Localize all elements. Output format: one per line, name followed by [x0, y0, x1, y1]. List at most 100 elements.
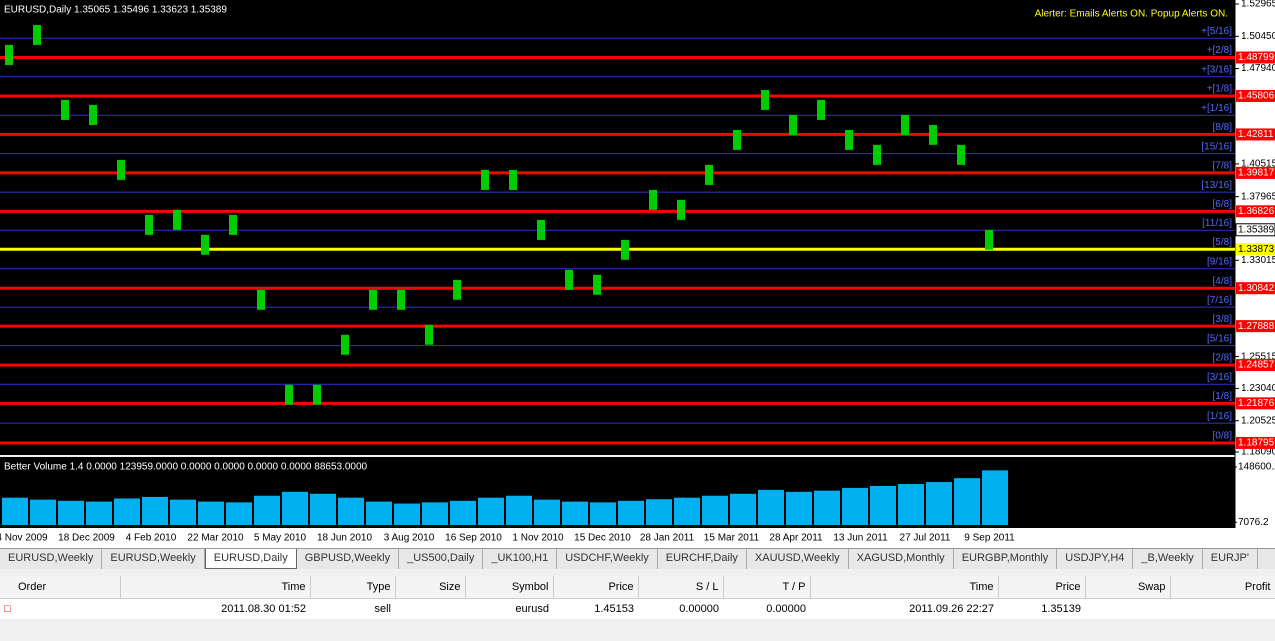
tab[interactable]: USDJPY,H4 — [1057, 549, 1134, 569]
tab[interactable]: _B,Weekly — [1133, 549, 1203, 569]
volume-bar — [282, 491, 308, 525]
volume-bar — [226, 502, 252, 525]
price-tick-label: 1.50450 — [1241, 31, 1275, 42]
tab[interactable]: _UK100,H1 — [483, 549, 558, 569]
tab[interactable]: USDCHF,Weekly — [557, 549, 658, 569]
level-label: +[2/8] — [1207, 45, 1233, 56]
alert-status: Alerter: Emails Alerts ON. Popup Alerts … — [1035, 9, 1228, 20]
column-header[interactable]: Time — [810, 576, 999, 599]
volume-bar — [898, 484, 924, 525]
volume-bar — [674, 497, 700, 525]
volume-bar — [58, 500, 84, 525]
price-box — [1236, 51, 1275, 64]
level-price: 1.33873 — [1238, 244, 1275, 255]
volume-title: Better Volume 1.4 0.0000 123959.0000 0.0… — [4, 462, 368, 473]
date-label: 28 Jan 2011 — [640, 533, 695, 544]
column-header[interactable]: Symbol — [465, 576, 554, 599]
cell — [395, 599, 465, 620]
price-bar — [173, 209, 181, 230]
date-panel — [0, 528, 1235, 548]
price-bar — [397, 289, 405, 310]
current-price-box — [1235, 223, 1275, 237]
date-label: 4 Nov 2009 — [0, 533, 48, 544]
price-bar — [537, 219, 545, 240]
price-tick-label: 1.33015 — [1241, 255, 1275, 266]
date-label: 15 Dec 2010 — [574, 533, 631, 544]
level-price: 1.30842 — [1238, 283, 1275, 294]
level-price: 1.21876 — [1238, 398, 1275, 409]
price-tick-label: 1.20525 — [1241, 415, 1275, 426]
price-bar — [509, 169, 517, 190]
tab[interactable]: EURUSD,Weekly — [0, 549, 103, 569]
volume-bar — [786, 491, 812, 525]
price-bar — [145, 214, 153, 235]
price-bar — [229, 214, 237, 235]
tab[interactable]: EURJP' — [1203, 549, 1258, 569]
column-header[interactable]: Size — [395, 576, 466, 599]
level-label: +[1/8] — [1207, 84, 1233, 95]
column-header[interactable]: T / P — [723, 576, 811, 599]
column-header[interactable]: Price — [998, 576, 1086, 599]
volume-bar — [618, 500, 644, 525]
tab[interactable]: XAUUSD,Weekly — [747, 549, 849, 569]
price-bar — [845, 129, 853, 150]
tab[interactable]: GBPUSD,Weekly — [297, 549, 400, 569]
cell: 0.00000 — [679, 603, 719, 615]
date-label: 27 Jul 2011 — [900, 533, 951, 544]
price-box — [1236, 128, 1275, 141]
column-header[interactable]: Time — [120, 576, 311, 599]
volume-tick-label: 148600.2 — [1238, 462, 1275, 473]
level-label: [4/8] — [1213, 276, 1233, 287]
price-bar — [789, 114, 797, 135]
level-price: 1.45806 — [1238, 91, 1275, 102]
cell: 1.45153 — [594, 603, 634, 615]
level-label: [1/8] — [1213, 391, 1233, 402]
price-bar — [285, 384, 293, 405]
chart-title: EURUSD,Daily 1.35065 1.35496 1.33623 1.3… — [4, 5, 227, 16]
column-header[interactable]: Order — [0, 576, 121, 599]
volume-bar — [366, 501, 392, 525]
tab[interactable]: EURUSD,Weekly — [102, 549, 205, 569]
level-label: [5/16] — [1207, 333, 1232, 344]
cell: 0.00000 — [766, 603, 806, 615]
price-bar — [901, 114, 909, 135]
column-header[interactable]: S / L — [638, 576, 724, 599]
price-bar — [33, 25, 41, 45]
price-bar — [117, 159, 125, 180]
tab[interactable]: EURUSD,Daily — [204, 549, 297, 569]
price-bar — [873, 144, 881, 165]
tab[interactable]: XAGUSD,Monthly — [849, 549, 954, 569]
price-bar — [593, 274, 601, 295]
level-label: +[5/16] — [1201, 26, 1232, 37]
column-header[interactable]: Price — [553, 576, 639, 599]
volume-bar — [646, 499, 672, 525]
volume-bar — [926, 482, 952, 525]
tab[interactable]: EURCHF,Daily — [658, 549, 747, 569]
order-row[interactable]: □ 2011.08.30 01:52 sell eurusd 1.45153 0… — [0, 599, 1275, 620]
price-box — [1236, 397, 1275, 410]
price-bar — [369, 289, 377, 310]
price-bar — [705, 164, 713, 185]
date-label: 5 May 2010 — [254, 533, 307, 544]
date-label: 1 Nov 2010 — [512, 533, 564, 544]
date-label: 15 Mar 2011 — [704, 533, 760, 544]
volume-bar — [142, 496, 168, 525]
price-box — [1236, 166, 1275, 179]
price-bar — [985, 229, 993, 250]
volume-bar — [982, 470, 1008, 525]
level-price: 1.24857 — [1238, 360, 1275, 371]
level-label: [11/16] — [1202, 218, 1232, 229]
level-price: 1.42811 — [1238, 129, 1274, 140]
date-label: 28 Apr 2011 — [769, 533, 823, 544]
column-header[interactable]: Profit — [1170, 576, 1275, 599]
price-bar — [201, 234, 209, 255]
tab[interactable]: EURGBP,Monthly — [954, 549, 1058, 569]
column-header[interactable]: Swap — [1085, 576, 1171, 599]
price-bar — [257, 289, 265, 310]
volume-bar — [842, 487, 868, 525]
volume-bar — [562, 501, 588, 525]
level-label: [9/16] — [1207, 256, 1232, 267]
tab[interactable]: _US500,Daily — [399, 549, 484, 569]
price-tick-label: 1.52965 — [1241, 0, 1275, 10]
column-header[interactable]: Type — [310, 576, 396, 599]
